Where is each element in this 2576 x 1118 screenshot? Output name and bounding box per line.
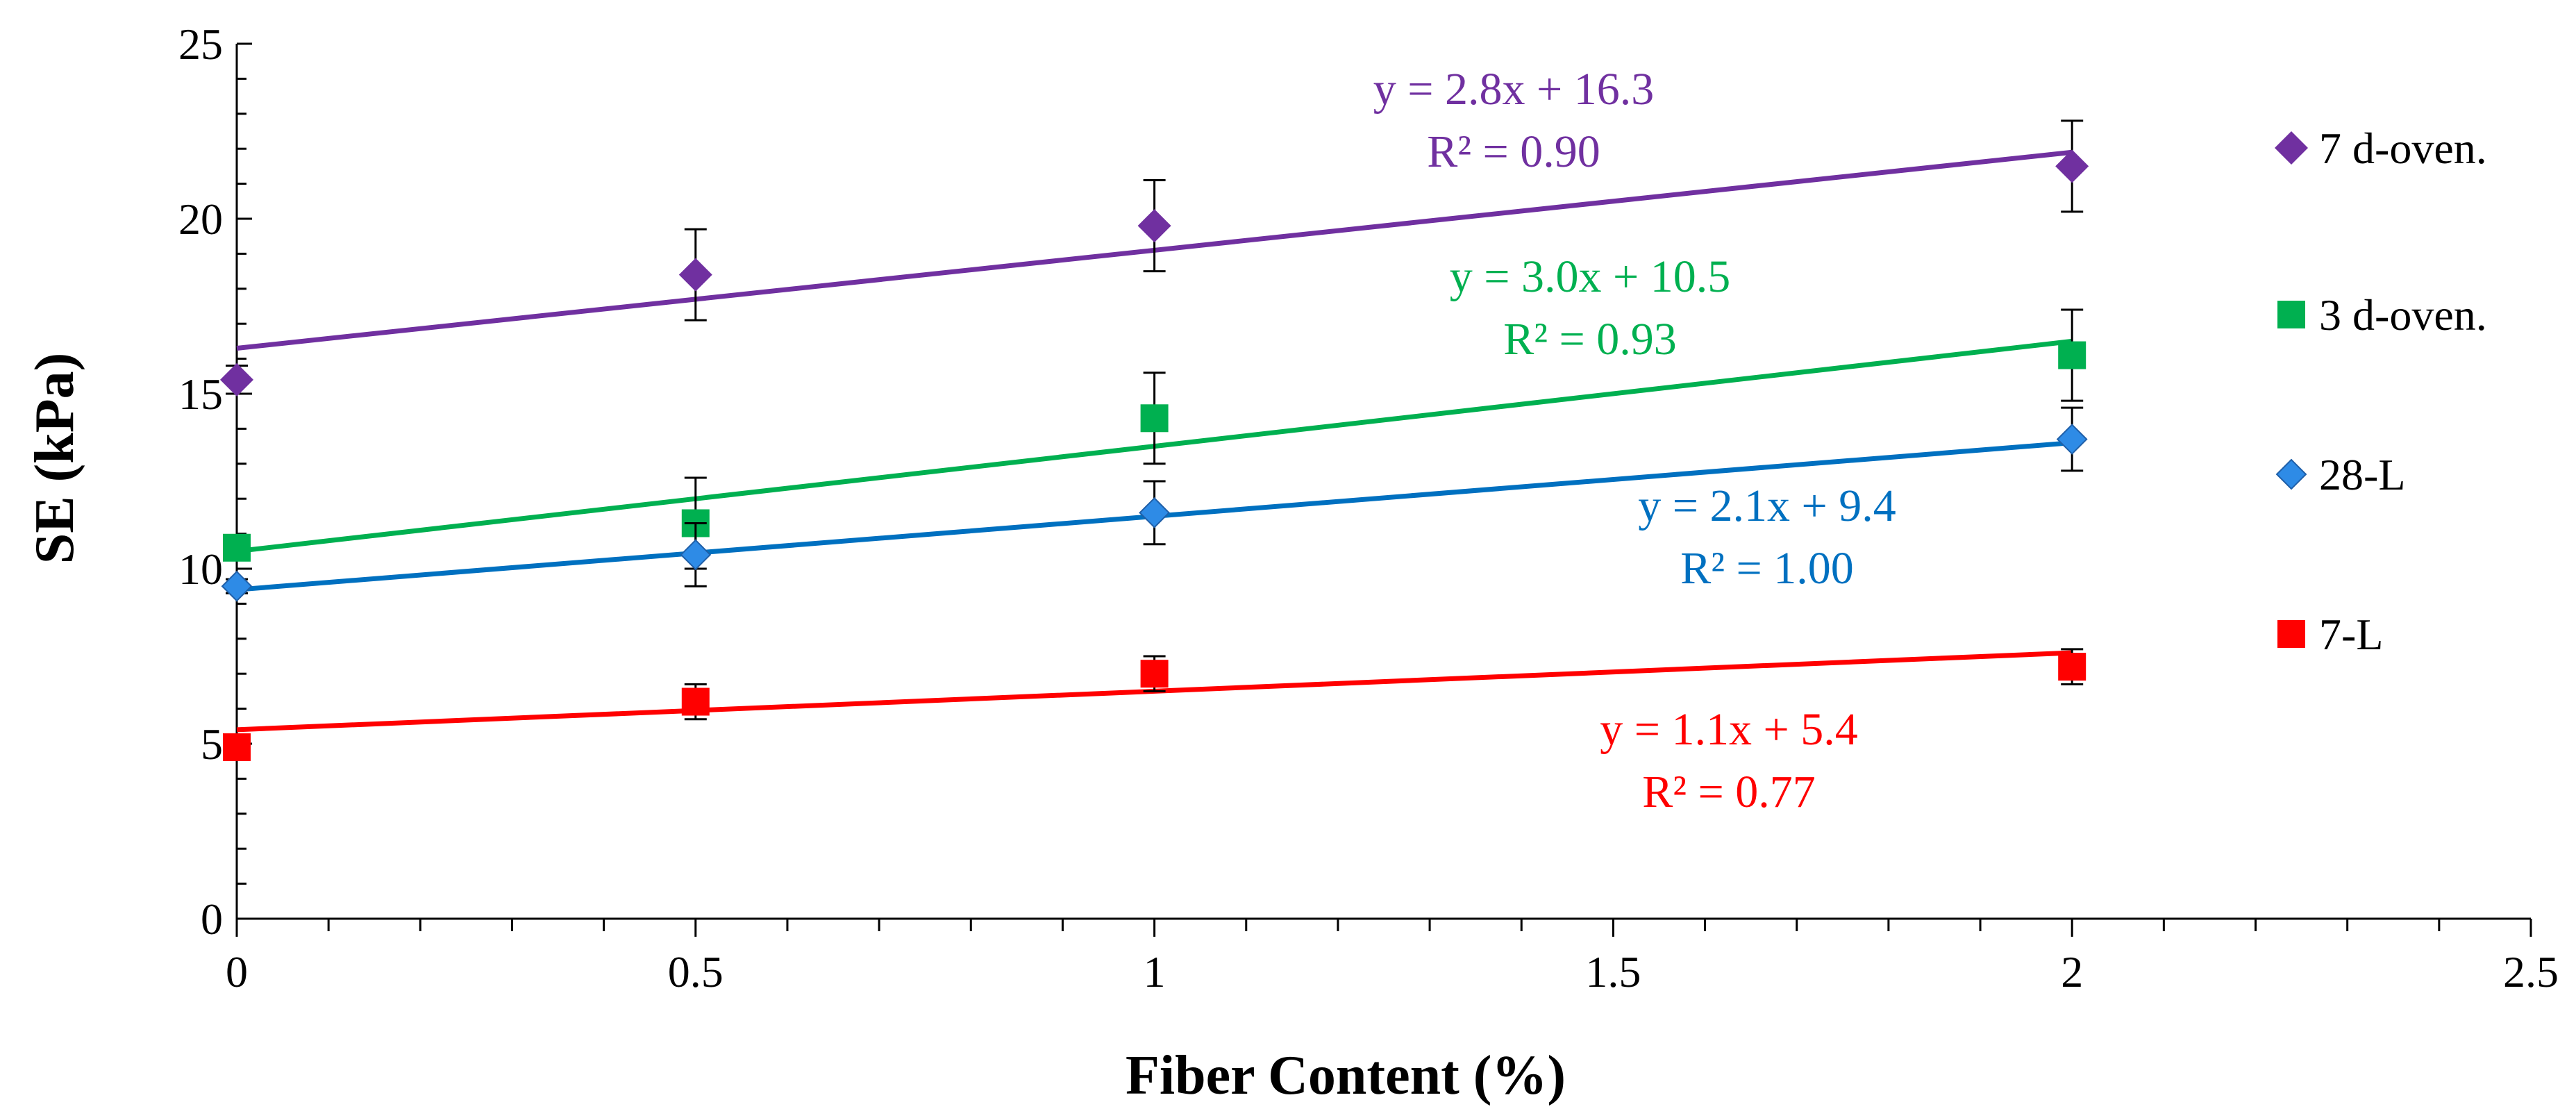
- x-tick-label: 1: [1144, 947, 1166, 996]
- series-7-l: [223, 648, 2086, 762]
- data-point: [2058, 341, 2086, 369]
- legend-marker: [2277, 620, 2305, 648]
- data-point: [2056, 424, 2088, 455]
- legend-marker: [2277, 301, 2305, 328]
- data-point: [678, 258, 712, 292]
- trendline-r-squared: R² = 0.77: [1642, 767, 1816, 817]
- legend-entry: 7-L: [2277, 610, 2383, 659]
- series-layer: [220, 119, 2089, 762]
- legend: 7 d-oven. 3 d-oven. 28-L 7-L: [2275, 124, 2487, 659]
- data-point: [223, 733, 251, 762]
- legend-label: 28-L: [2319, 450, 2405, 499]
- legend-label: 3 d-oven.: [2319, 290, 2487, 340]
- series-7-d-oven-: [220, 119, 2089, 397]
- data-point: [1139, 497, 1171, 528]
- y-tick-label: 25: [178, 19, 223, 69]
- trendline-equation: y = 3.0x + 10.5: [1450, 251, 1730, 302]
- data-point: [220, 362, 253, 397]
- x-tick-label: 2.5: [2503, 947, 2559, 996]
- legend-entry: 28-L: [2275, 450, 2405, 499]
- data-point: [2058, 653, 2086, 681]
- legend-marker: [2275, 458, 2307, 490]
- legend-label: 7 d-oven.: [2319, 124, 2487, 173]
- y-tick-label: 15: [178, 369, 223, 419]
- x-axis-title: Fiber Content (%): [1126, 1045, 1566, 1106]
- y-tick-label: 0: [201, 894, 223, 944]
- y-tick-label: 10: [178, 544, 223, 594]
- y-tick-label: 5: [201, 719, 223, 769]
- legend-entry: 3 d-oven.: [2277, 290, 2487, 340]
- trendline-equation: y = 2.1x + 9.4: [1638, 481, 1896, 531]
- equation-labels: y = 2.8x + 16.3 R² = 0.90 y = 3.0x + 10.5 R…: [1373, 64, 1896, 817]
- trendline-r-squared: R² = 0.90: [1427, 126, 1600, 177]
- data-point: [680, 539, 712, 571]
- legend-label: 7-L: [2319, 610, 2383, 659]
- trendline-r-squared: R² = 1.00: [1680, 543, 1854, 594]
- data-point: [223, 533, 251, 562]
- legend-entry: 7 d-oven.: [2275, 124, 2487, 173]
- series-28-l: [221, 406, 2088, 602]
- data-point: [1137, 209, 1171, 243]
- trendline-equation: y = 2.8x + 16.3: [1373, 64, 1654, 115]
- data-point: [2055, 149, 2089, 183]
- x-tick-label: 0: [226, 947, 248, 996]
- data-point: [1140, 660, 1169, 688]
- data-point: [681, 687, 710, 716]
- y-tick-label: 20: [178, 194, 223, 244]
- series-3-d-oven-: [223, 308, 2086, 570]
- trendline-equation: y = 1.1x + 5.4: [1600, 704, 1857, 755]
- x-tick-label: 2: [2061, 947, 2083, 996]
- axes: [235, 42, 2532, 937]
- legend-marker: [2275, 131, 2308, 165]
- tick-labels: 0 5 10 15 20 25 0 0.5 1 1.5 2 2.5: [178, 19, 2559, 996]
- y-axis-title: SE (kPa): [24, 353, 85, 565]
- data-point: [1140, 404, 1169, 433]
- trendline-r-squared: R² = 0.93: [1503, 314, 1677, 365]
- x-tick-label: 0.5: [668, 947, 724, 996]
- x-tick-label: 1.5: [1585, 947, 1641, 996]
- data-point: [221, 570, 253, 602]
